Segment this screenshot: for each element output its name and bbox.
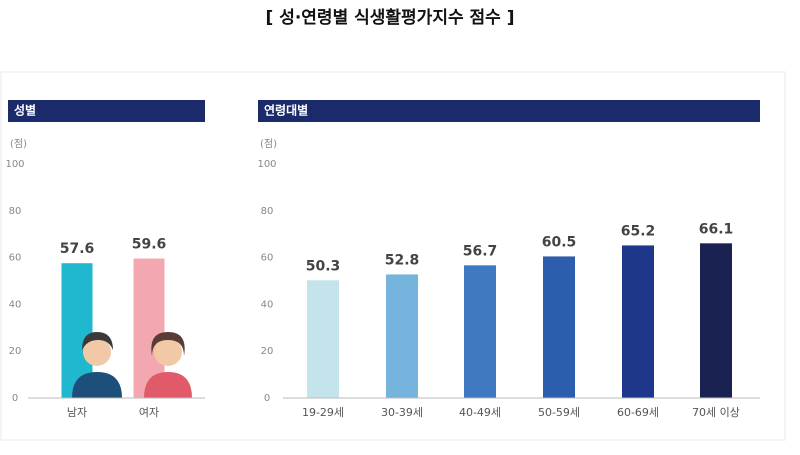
y-tick-label: 80 [9,206,22,217]
value-label: 52.8 [385,252,420,268]
value-label: 65.2 [621,223,656,239]
y-tick-label: 100 [5,159,24,170]
y-tick-label: 100 [257,159,276,170]
value-label: 66.1 [699,221,734,237]
x-tick-label: 30-39세 [381,406,423,419]
x-tick-label: 19-29세 [302,406,344,419]
y-tick-label: 0 [12,393,18,404]
y-tick-label: 0 [264,393,270,404]
y-tick-label: 20 [261,346,274,357]
panel-header [8,100,205,122]
value-label: 59.6 [132,237,167,253]
x-tick-label: 남자 [67,406,87,419]
panel-title: 성별 [14,103,36,118]
x-tick-label: 50-59세 [538,406,580,419]
value-label: 57.6 [60,241,95,257]
x-tick-label: 여자 [139,406,159,419]
panel-title: 연령대별 [264,103,308,118]
bar [307,280,339,398]
y-axis-label: (점) [260,138,277,150]
y-axis-label: (점) [10,138,27,150]
bar [543,256,575,398]
y-tick-label: 60 [261,253,274,264]
value-label: 50.3 [306,258,341,274]
y-tick-label: 80 [261,206,274,217]
bar [386,274,418,398]
value-label: 56.7 [463,243,498,259]
page-title: [ 성·연령별 식생활평가지수 점수 ] [266,7,515,28]
value-label: 60.5 [542,234,577,250]
male-icon [72,332,122,398]
x-tick-label: 40-49세 [459,406,501,419]
y-tick-label: 40 [9,299,22,310]
panel-header [258,100,760,122]
y-tick-label: 60 [9,253,22,264]
bar [622,245,654,398]
x-tick-label: 60-69세 [617,406,659,419]
bar [464,265,496,398]
bar [700,243,732,398]
female-icon [144,332,192,398]
x-tick-label: 70세 이상 [692,406,740,419]
y-tick-label: 40 [261,299,274,310]
y-tick-label: 20 [9,346,22,357]
